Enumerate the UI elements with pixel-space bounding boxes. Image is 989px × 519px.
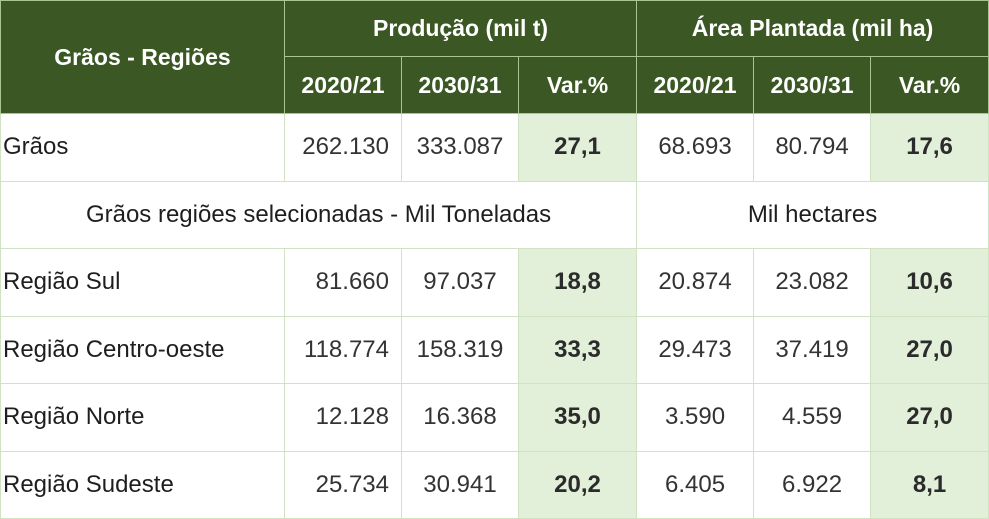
area-2030-cell: 6.922 <box>753 450 872 519</box>
area-2030-cell: 23.082 <box>753 248 872 317</box>
area-2020-cell: 20.874 <box>636 248 755 317</box>
total-row: Grãos 262.130 333.087 27,1 68.693 80.794… <box>0 113 989 182</box>
area-2030-cell: 37.419 <box>753 315 872 384</box>
production-var-cell: 35,0 <box>517 383 638 452</box>
area-2020-cell: 68.693 <box>636 113 755 182</box>
header-row-subcolumns: 2020/21 2030/31 Var.% 2020/21 2030/31 Va… <box>1 56 989 114</box>
area-2020-header: 2020/21 <box>636 56 755 114</box>
area-var-cell: 8,1 <box>870 450 989 519</box>
production-group-header: Produção (mil t) <box>283 0 638 57</box>
header-row-groups: Grãos - Regiões Produção (mil t) Área Pl… <box>0 0 989 114</box>
row-label: Região Centro-oeste <box>0 315 285 384</box>
area-var-cell: 17,6 <box>870 113 989 182</box>
area-var-cell: 27,0 <box>870 315 989 384</box>
production-2030-cell: 158.319 <box>401 315 519 384</box>
planted-area-group-header: Área Plantada (mil ha) <box>636 0 989 57</box>
production-2020-cell: 12.128 <box>284 383 402 452</box>
table-row: Região Norte 12.128 16.368 35,0 3.590 4.… <box>0 383 989 452</box>
area-2020-cell: 29.473 <box>636 315 755 384</box>
area-2020-cell: 6.405 <box>636 450 755 519</box>
production-var-cell: 20,2 <box>517 450 638 519</box>
production-2030-cell: 333.087 <box>401 113 519 182</box>
row-label-header: Grãos - Regiões <box>0 0 285 114</box>
production-var-cell: 18,8 <box>517 248 638 317</box>
production-2030-cell: 97.037 <box>401 248 519 317</box>
row-label: Região Sudeste <box>0 450 285 519</box>
row-label: Grãos <box>0 113 285 182</box>
row-label: Região Sul <box>0 248 285 317</box>
production-2020-cell: 118.774 <box>284 315 402 384</box>
production-2030-cell: 16.368 <box>401 383 519 452</box>
table-row: Região Sul 81.660 97.037 18,8 20.874 23.… <box>0 248 989 317</box>
table-row: Região Centro-oeste 118.774 158.319 33,3… <box>0 315 989 384</box>
area-2020-cell: 3.590 <box>636 383 755 452</box>
area-2030-cell: 4.559 <box>753 383 872 452</box>
area-var-cell: 10,6 <box>870 248 989 317</box>
section-row: Grãos regiões selecionadas - Mil Tonelad… <box>0 180 989 249</box>
production-2020-cell: 25.734 <box>284 450 402 519</box>
production-2030-header: 2030/31 <box>401 56 519 114</box>
table-row: Região Sudeste 25.734 30.941 20,2 6.405 … <box>0 450 989 519</box>
section-label-area: Mil hectares <box>636 180 989 249</box>
production-2030-cell: 30.941 <box>401 450 519 519</box>
production-var-header: Var.% <box>517 56 638 114</box>
area-var-cell: 27,0 <box>870 383 989 452</box>
area-2030-header: 2030/31 <box>753 56 872 114</box>
section-label-production: Grãos regiões selecionadas - Mil Tonelad… <box>0 180 638 249</box>
row-label: Região Norte <box>0 383 285 452</box>
production-2020-cell: 262.130 <box>284 113 402 182</box>
production-2020-header: 2020/21 <box>284 56 402 114</box>
production-2020-cell: 81.660 <box>284 248 402 317</box>
area-var-header: Var.% <box>870 56 989 114</box>
production-var-cell: 33,3 <box>517 315 638 384</box>
area-2030-cell: 80.794 <box>753 113 872 182</box>
production-var-cell: 27,1 <box>517 113 638 182</box>
